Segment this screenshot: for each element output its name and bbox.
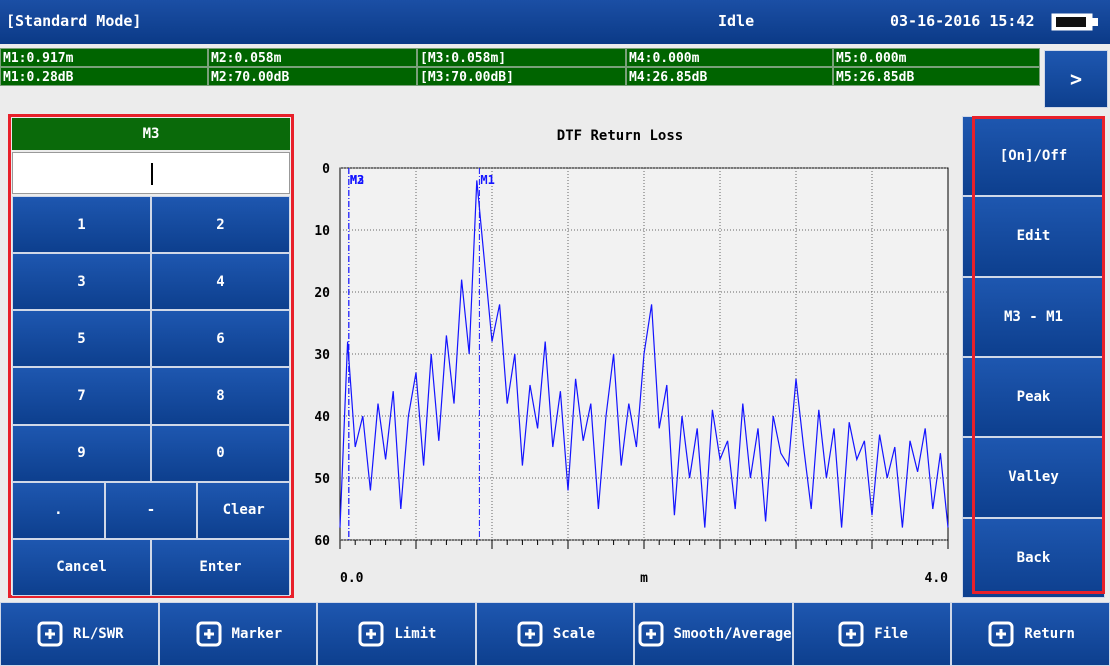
toolbar-label: Return <box>1024 626 1075 642</box>
marker-label: M3 <box>350 173 364 187</box>
y-tick-label: 0 <box>322 162 330 177</box>
keypad-title: M3 <box>12 118 290 150</box>
toolbar-button[interactable]: File <box>792 602 952 666</box>
key[interactable]: . <box>12 481 105 539</box>
toolbar-button[interactable]: Limit <box>317 602 476 666</box>
chart-title: DTF Return Loss <box>557 128 683 144</box>
toolbar-label: Scale <box>552 626 596 642</box>
menu-button[interactable]: Valley <box>962 437 1105 518</box>
trace <box>339 180 949 528</box>
toolbar-button[interactable]: RL/SWR <box>0 602 159 666</box>
toolbar-icon <box>638 621 664 647</box>
next-button[interactable]: > <box>1044 50 1108 108</box>
menu-button[interactable]: M3 - M1 <box>962 276 1105 357</box>
toolbar-icon <box>988 621 1014 647</box>
x-tick-label: 0.0 <box>340 571 364 586</box>
key[interactable]: 9 <box>12 424 151 482</box>
keypad-input[interactable] <box>12 152 290 194</box>
marker-readout: M4:0.000m <box>626 48 833 67</box>
mode: [Standard Mode] <box>6 12 142 30</box>
key[interactable]: Clear <box>197 481 290 539</box>
y-tick-label: 10 <box>314 224 330 239</box>
toolbar-label: Marker <box>231 626 283 642</box>
key[interactable]: 3 <box>12 253 151 311</box>
key[interactable]: 4 <box>151 253 290 311</box>
key[interactable]: Enter <box>151 538 290 596</box>
key[interactable]: 6 <box>151 310 290 368</box>
y-tick-label: 20 <box>314 286 330 301</box>
menu-button[interactable]: [On]/Off <box>962 116 1105 197</box>
toolbar-label: Limit <box>394 626 437 642</box>
key[interactable]: Cancel <box>12 538 151 596</box>
key[interactable]: 8 <box>151 367 290 425</box>
y-tick-label: 30 <box>314 348 330 363</box>
toolbar-label: RL/SWR <box>72 626 124 642</box>
marker-readout: M5:0.000m <box>833 48 1040 67</box>
battery-icon <box>1051 13 1098 31</box>
menu-button[interactable]: Edit <box>962 196 1105 277</box>
toolbar-button[interactable]: Marker <box>158 602 318 666</box>
y-tick-label: 60 <box>314 534 330 549</box>
x-tick-label: 4.0 <box>925 571 949 586</box>
toolbar-button[interactable]: Return <box>951 602 1110 666</box>
key[interactable]: 7 <box>12 367 151 425</box>
toolbar-button[interactable]: Smooth/Average <box>634 602 793 666</box>
chart: DTF Return Loss 0 10 20 30 40 50 60 0.0 4.0 m M2M3… <box>314 128 949 586</box>
toolbar-icon <box>838 621 864 647</box>
toolbar-icon <box>517 621 543 647</box>
marker-readout: M2:70.00dB <box>208 67 417 86</box>
toolbar-button[interactable]: Scale <box>475 602 635 666</box>
datetime: 03-16-2016 15:42 <box>890 12 1035 30</box>
toolbar-icon <box>37 621 63 647</box>
key[interactable]: 0 <box>151 424 290 482</box>
marker-readout: M1:0.917m <box>0 48 208 67</box>
key[interactable]: 2 <box>151 196 290 254</box>
y-tick-label: 50 <box>314 472 330 487</box>
x-axis-label: m <box>640 571 648 586</box>
marker-readout: M4:26.85dB <box>626 67 833 86</box>
y-tick-label: 40 <box>314 410 330 425</box>
marker-label: M1 <box>480 173 494 187</box>
toolbar-icon <box>196 621 222 647</box>
marker-readout: M2:0.058m <box>208 48 417 67</box>
keypad-panel <box>8 114 294 598</box>
key[interactable]: - <box>104 481 198 539</box>
marker-label: M2 <box>350 173 364 187</box>
menu-button[interactable]: Back <box>962 517 1105 598</box>
status-bar: [Standard Mode] Idle 03-16-2016 15:42 <box>0 0 1110 44</box>
toolbar-label: File <box>874 626 908 642</box>
toolbar-icon <box>358 621 384 647</box>
marker-readout: [M3:70.00dB] <box>417 67 626 86</box>
key[interactable]: 5 <box>12 310 151 368</box>
menu-button[interactable]: Peak <box>962 357 1105 438</box>
state: Idle <box>718 12 755 30</box>
key[interactable]: 1 <box>12 196 151 254</box>
toolbar-label: Smooth/Average <box>673 626 792 642</box>
marker-readout: M1:0.28dB <box>0 67 208 86</box>
caret <box>151 163 153 185</box>
marker-readout: [M3:0.058m] <box>417 48 626 67</box>
marker-readout: M5:26.85dB <box>833 67 1040 86</box>
